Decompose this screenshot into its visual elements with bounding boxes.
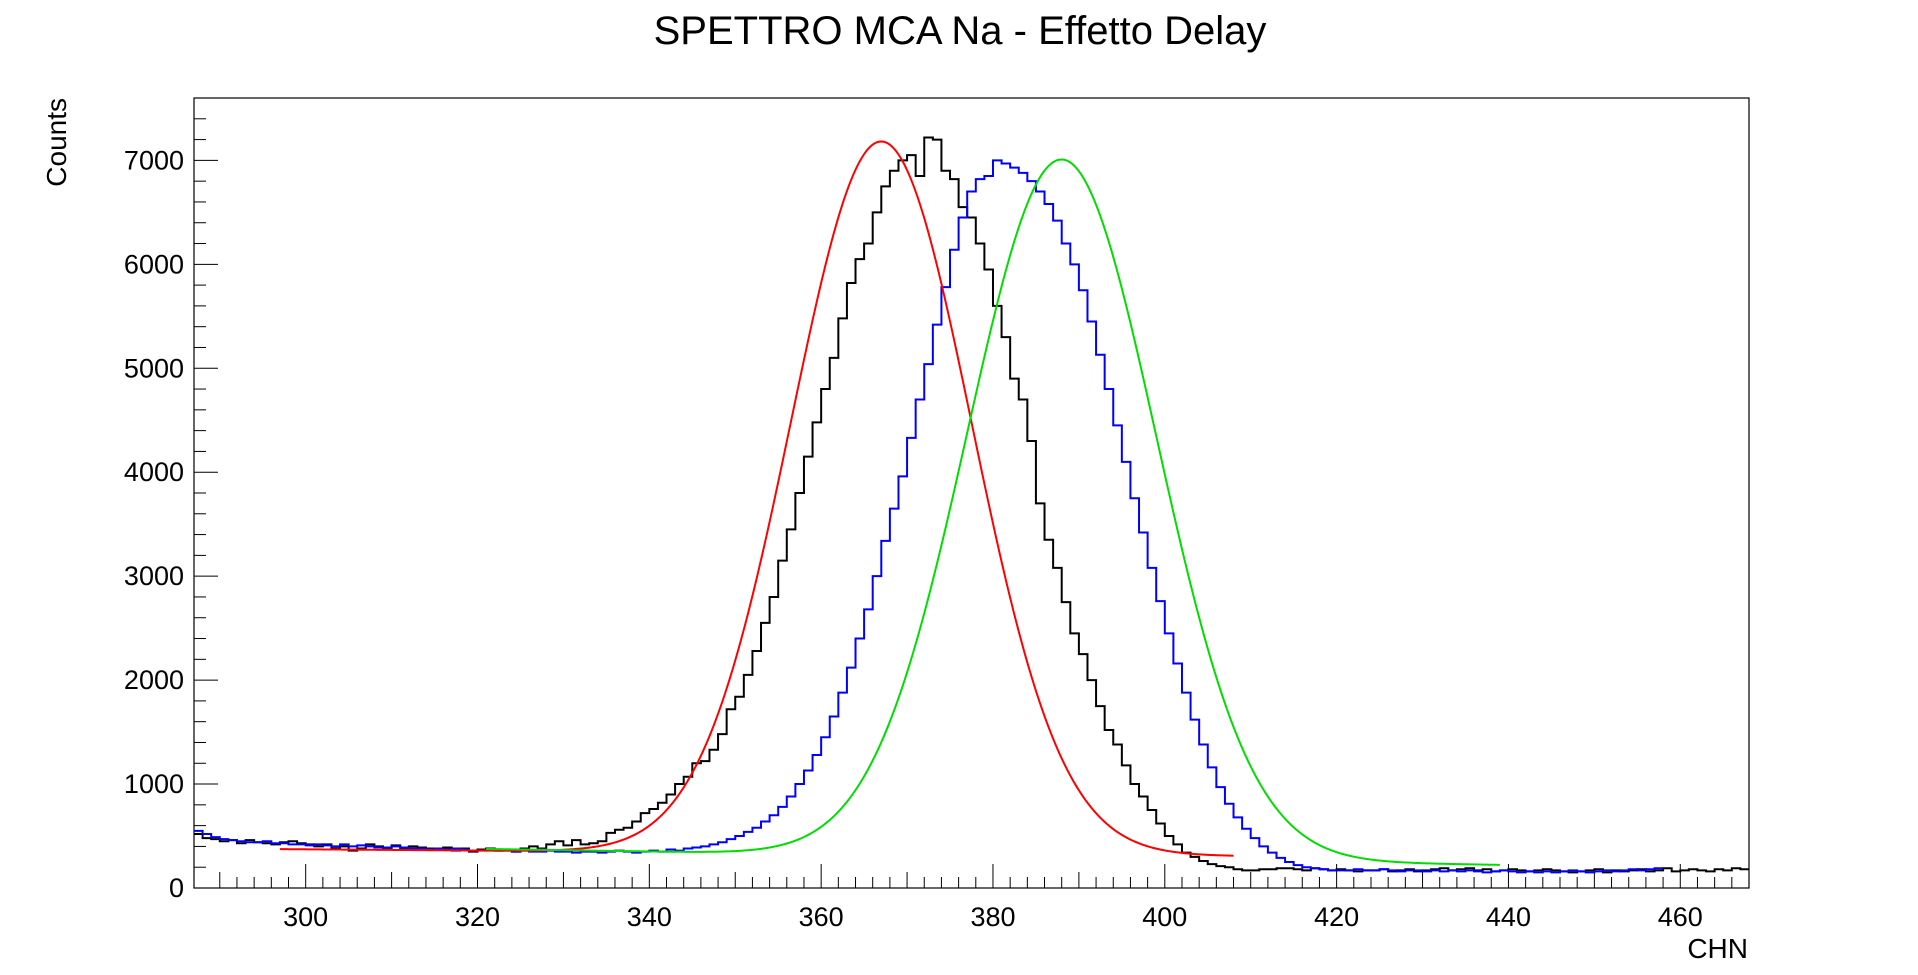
x-tick-label: 340 (627, 902, 672, 932)
series-layer (194, 136, 1749, 874)
x-tick-label: 440 (1486, 902, 1531, 932)
y-tick-label: 1000 (124, 769, 184, 799)
plot-frame (193, 97, 1750, 889)
x-axis-label: CHN (1687, 933, 1748, 964)
y-tick-label: 4000 (124, 457, 184, 487)
x-tick-label: 460 (1658, 902, 1703, 932)
y-tick-label: 3000 (124, 561, 184, 591)
y-tick-label: 2000 (124, 665, 184, 695)
y-axis-label: Counts (41, 98, 72, 187)
y-tick-label: 5000 (124, 353, 184, 383)
fit-curve-2 (279, 140, 1234, 857)
histogram-series-1 (194, 159, 1664, 874)
y-tick-label: 6000 (124, 249, 184, 279)
y-tick-label: 7000 (124, 145, 184, 175)
fit-curve-3 (486, 158, 1500, 866)
x-tick-label: 380 (970, 902, 1015, 932)
histogram-series-0 (194, 136, 1749, 874)
x-tick-label: 400 (1142, 902, 1187, 932)
chart-title: SPETTRO MCA Na - Effetto Delay (654, 9, 1267, 53)
x-tick-label: 360 (799, 902, 844, 932)
y-tick-label: 0 (169, 873, 184, 903)
x-tick-label: 300 (283, 902, 328, 932)
x-axis-ticks: 300 320 340 360 380 400 420 440 460 (219, 864, 1750, 932)
x-tick-label: 320 (455, 902, 500, 932)
y-axis-ticks: 0 1000 2000 3000 4000 5000 6000 7000 (124, 97, 218, 903)
x-tick-label: 420 (1314, 902, 1359, 932)
